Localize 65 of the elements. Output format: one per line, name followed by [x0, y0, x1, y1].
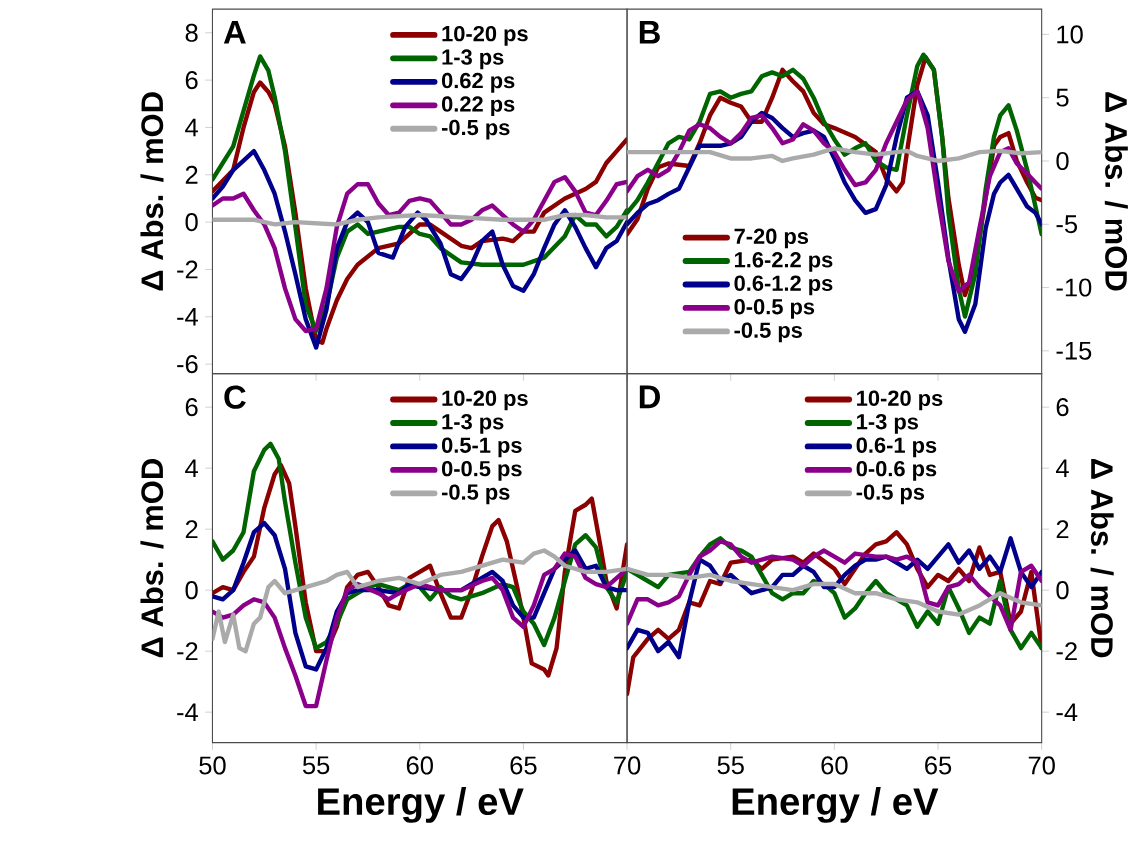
- legend-label: 1-3 ps: [442, 49, 504, 69]
- legend-label: 0-0.6 ps: [856, 460, 937, 481]
- legend-label: 1-3 ps: [442, 413, 504, 434]
- y2-axis-title: Δ Abs. / mOD: [1104, 92, 1128, 291]
- chart-title: C: [224, 385, 246, 409]
- x-tick-label: 70: [1028, 756, 1055, 775]
- legend-label: -0.5 ps: [856, 484, 925, 504]
- x-tick-label: 65: [510, 756, 537, 775]
- y-tick-label: -2: [177, 642, 198, 660]
- x-tick-label: 70: [614, 756, 641, 775]
- y-tick-label: -4: [177, 307, 198, 326]
- x-axis-title: Energy / eV: [732, 786, 939, 823]
- y2-tick-label: 0: [1056, 580, 1069, 599]
- legend-label: 1-3 ps: [857, 413, 919, 434]
- y-tick-label: 4: [185, 459, 198, 477]
- y-tick-label: -2: [177, 260, 198, 279]
- legend-label: 0.62 ps: [441, 72, 515, 93]
- y2-tick-label: -10: [1056, 278, 1092, 297]
- y2-tick-label: -4: [1056, 703, 1078, 721]
- x-tick-label: 50: [199, 756, 226, 775]
- y-tick-label: -4: [177, 703, 198, 721]
- y2-tick-label: -15: [1056, 341, 1092, 360]
- y2-tick-label: 10: [1057, 25, 1083, 44]
- y2-tick-label: 2: [1056, 520, 1069, 538]
- legend-label: 0-0.5 ps: [734, 298, 815, 319]
- legend-label: -0.5 ps: [441, 484, 510, 504]
- legend-label: 0.6-1 ps: [856, 437, 937, 458]
- y-tick-label: 2: [185, 165, 198, 184]
- x-axis-title: Energy / eV: [318, 786, 524, 823]
- y2-tick-label: 6: [1056, 397, 1069, 416]
- y2-tick-label: -5: [1056, 215, 1078, 233]
- x-tick-label: 65: [925, 756, 952, 775]
- legend-label: -0.5 ps: [441, 119, 510, 140]
- y2-tick-label: -2: [1056, 642, 1077, 660]
- legend-label: 10-20 ps: [442, 25, 528, 46]
- x-tick-label: 60: [821, 756, 848, 775]
- y-axis-title: Δ Abs. / mOD: [140, 458, 164, 658]
- y-tick-label: 6: [185, 70, 198, 89]
- legend-label: -0.5 ps: [734, 322, 802, 343]
- legend-label: 7-20 ps: [734, 228, 809, 249]
- legend-label: 0-0.5 ps: [441, 460, 522, 481]
- y-tick-label: 6: [185, 397, 198, 416]
- y2-tick-label: 0: [1056, 151, 1069, 170]
- y-tick-label: 4: [185, 118, 198, 137]
- x-tick-label: 55: [302, 756, 330, 774]
- y2-axis-title: Δ Abs. / mOD: [1090, 458, 1114, 657]
- chart-title: D: [639, 385, 660, 408]
- y-axis-title: Δ Abs. / mOD: [140, 92, 164, 291]
- y-tick-label: 0: [185, 212, 198, 231]
- y-tick-label: 2: [185, 520, 198, 538]
- y2-tick-label: 4: [1055, 459, 1069, 477]
- legend-label: 10-20 ps: [857, 390, 943, 411]
- legend-label: 0.5-1 ps: [441, 437, 522, 458]
- legend-label: 10-20 ps: [442, 390, 528, 411]
- chart-title: B: [639, 20, 660, 44]
- y-tick-label: -6: [177, 354, 198, 373]
- y-tick-label: 8: [185, 23, 198, 42]
- y2-tick-label: 5: [1056, 88, 1069, 107]
- y-tick-label: 0: [185, 580, 198, 599]
- x-tick-label: 60: [406, 756, 433, 775]
- legend-label: 0.22 ps: [441, 96, 515, 116]
- legend-label: 1.6-2.2 ps: [734, 251, 833, 272]
- chart-title: A: [223, 20, 246, 44]
- x-tick-label: 55: [717, 756, 744, 774]
- legend-label: 0.6-1.2 ps: [734, 275, 833, 296]
